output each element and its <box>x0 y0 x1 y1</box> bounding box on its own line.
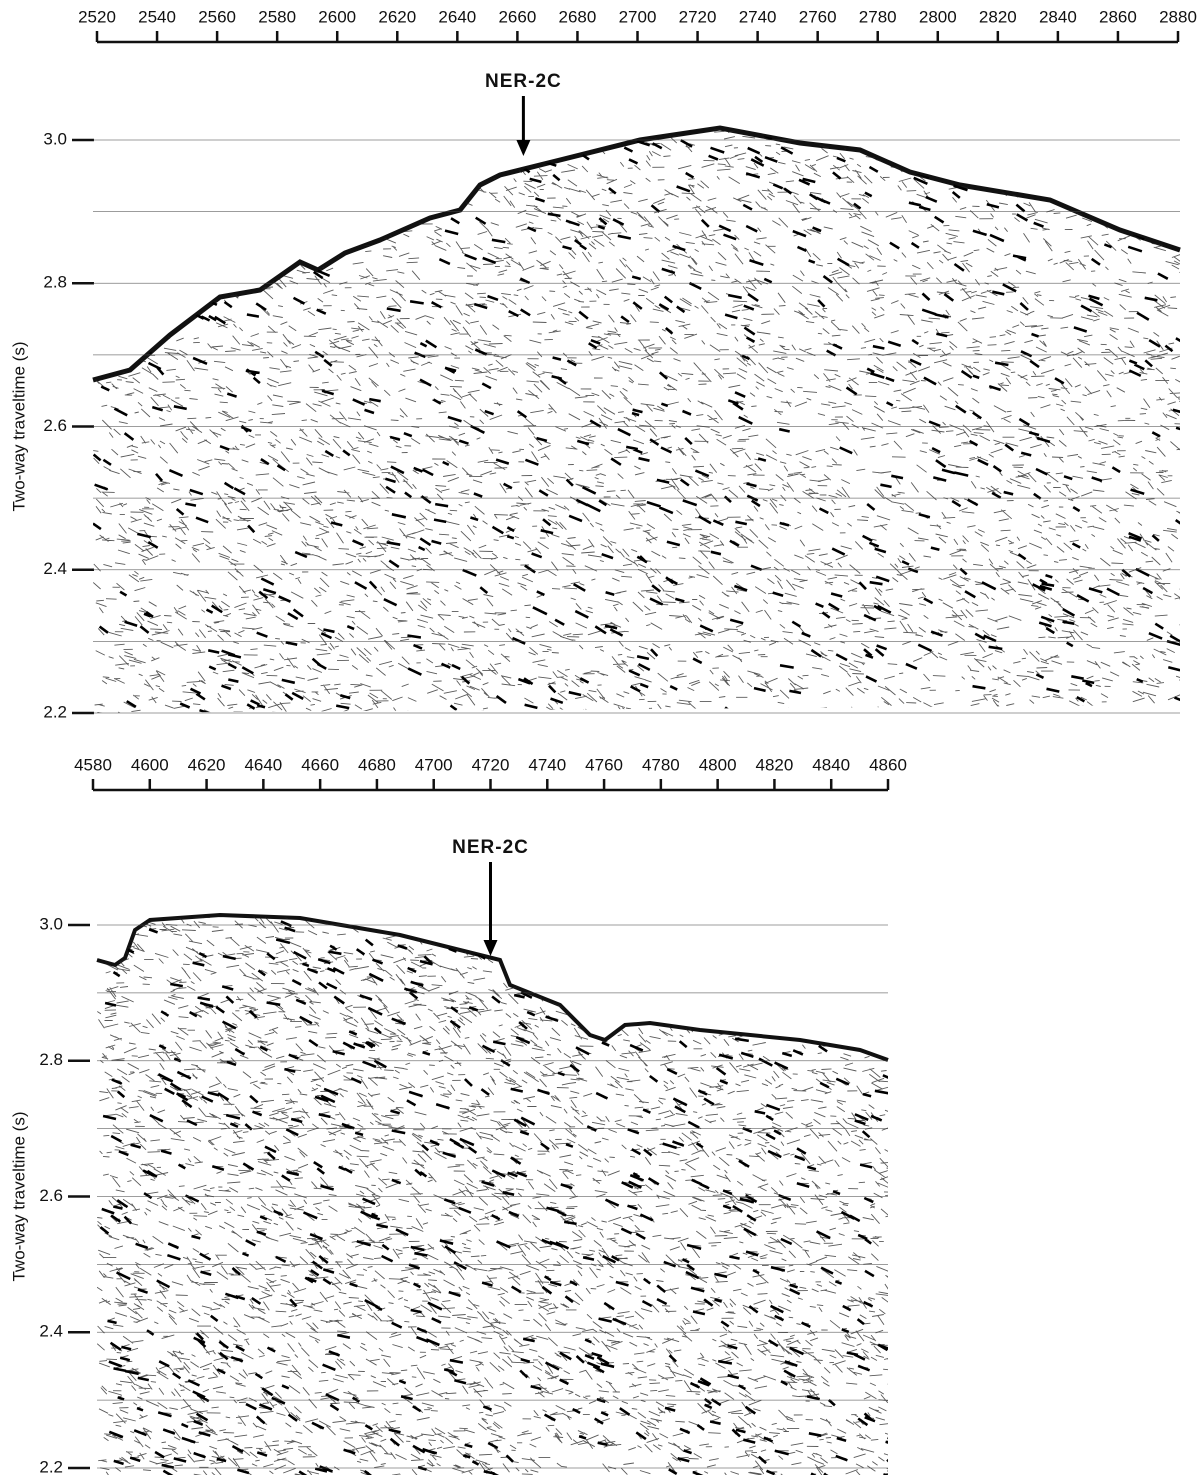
arrow-head <box>516 140 531 156</box>
x-tick-label: 2660 <box>498 7 536 26</box>
x-tick-label: 2840 <box>1039 7 1077 26</box>
x-tick-label: 2700 <box>619 7 657 26</box>
seafloor <box>92 125 1181 383</box>
x-tick-label: 2820 <box>979 7 1017 26</box>
x-tick-label: 4800 <box>699 755 737 774</box>
x-tick-label: 2520 <box>78 7 116 26</box>
x-tick-label: 4580 <box>74 755 112 774</box>
y-tick-label: 3.0 <box>39 914 63 933</box>
x-tick-label: 2680 <box>559 7 597 26</box>
seismic-reflectors <box>99 915 888 1475</box>
x-tick-label: 4780 <box>642 755 680 774</box>
seafloor <box>96 912 889 1062</box>
x-tick-label: 4620 <box>188 755 226 774</box>
x-tick-label: 2540 <box>138 7 176 26</box>
x-tick-label: 2720 <box>679 7 717 26</box>
x-tick-label: 2800 <box>919 7 957 26</box>
x-tick-label: 2580 <box>258 7 296 26</box>
annotation: NER-2C <box>485 71 562 92</box>
x-tick-label: 4600 <box>131 755 169 774</box>
y-tick-label: 2.2 <box>43 702 67 721</box>
y-tick-label: 2.8 <box>39 1050 63 1069</box>
y-tick-label: 2.2 <box>39 1457 63 1476</box>
x-tick-label: 4840 <box>812 755 850 774</box>
x-tick-label: 4700 <box>415 755 453 774</box>
y-tick-label: 2.6 <box>39 1186 63 1205</box>
x-tick-label: 2760 <box>799 7 837 26</box>
y-tick-label: 3.0 <box>43 129 67 148</box>
x-tick-label: 2880 <box>1159 7 1197 26</box>
x-tick-label: 4740 <box>528 755 566 774</box>
x-tick-label: 4820 <box>756 755 794 774</box>
x-tick-label: 4720 <box>472 755 510 774</box>
y-tick-label: 2.4 <box>39 1322 63 1341</box>
seismic-traces <box>97 915 888 1475</box>
x-tick-label: 2600 <box>318 7 356 26</box>
y-tick-label: 2.8 <box>43 273 67 292</box>
x-tick-label: 2560 <box>198 7 236 26</box>
y-tick-label: 2.6 <box>43 416 67 435</box>
x-tick-label: 4660 <box>301 755 339 774</box>
y-axis-label: Two-way traveltime (s) <box>9 1111 28 1281</box>
annotation: NER-2C <box>452 837 529 858</box>
x-tick-label: 2640 <box>438 7 476 26</box>
x-tick-label: 2860 <box>1099 7 1137 26</box>
x-tick-label: 2780 <box>859 7 897 26</box>
x-tick-label: 4680 <box>358 755 396 774</box>
x-tick-label: 4760 <box>585 755 623 774</box>
x-tick-label: 2620 <box>378 7 416 26</box>
x-tick-label: 4860 <box>869 755 907 774</box>
y-axis-label: Two-way traveltime (s) <box>9 341 28 511</box>
x-tick-label: 2740 <box>739 7 777 26</box>
x-tick-label: 4640 <box>244 755 282 774</box>
arrow-head <box>483 940 498 956</box>
y-tick-label: 2.4 <box>43 559 67 578</box>
